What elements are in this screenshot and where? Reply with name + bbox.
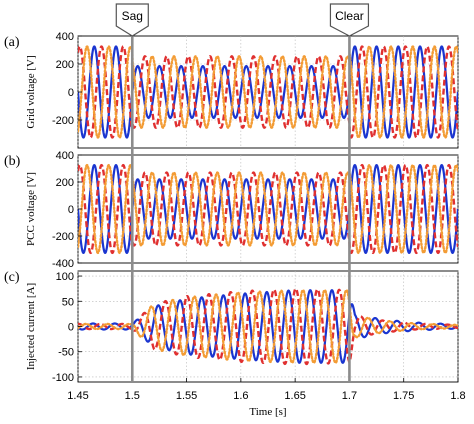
x-tick-label: 1.65: [284, 390, 305, 402]
x-tick-label: 1.55: [176, 390, 197, 402]
marker-clear: Clear: [329, 3, 370, 382]
series-line-1: [78, 289, 458, 364]
marker-label: Clear: [335, 9, 364, 23]
series-line-3: [78, 45, 458, 139]
y-tick-label: 0: [68, 87, 74, 99]
y-tick-label: 100: [56, 271, 74, 283]
marker-sag: Sag: [115, 3, 149, 382]
x-tick-label: 1.75: [393, 390, 414, 402]
y-tick-label: -400: [52, 258, 74, 270]
y-tick-label: -50: [58, 347, 74, 359]
y-tick-label: 0: [68, 322, 74, 334]
y-tick-label: -100: [52, 372, 74, 384]
x-axis-label: Time [s]: [249, 406, 286, 418]
y-tick-label: 50: [62, 296, 74, 308]
series-line-3: [78, 288, 458, 365]
x-tick-label: 1.8: [450, 390, 465, 402]
y-axis-label: Injected current [A]: [25, 283, 37, 370]
series-line-2: [78, 287, 458, 366]
y-tick-label: 400: [56, 31, 74, 43]
panel-3: 100 50 0 -50 -100 Injected current [A] (c) 1.45…: [4, 270, 466, 418]
series-line-3: [78, 163, 458, 255]
y-tick-label: -200: [52, 115, 74, 127]
marker-tag: [329, 3, 370, 37]
panel-label: (c): [4, 270, 20, 285]
x-tick-label: 1.7: [342, 390, 357, 402]
marker-tag: [115, 3, 149, 37]
x-tick-label: 1.6: [233, 390, 248, 402]
y-tick-label: 200: [56, 59, 74, 71]
x-tick-label: 1.5: [125, 390, 140, 402]
panel-1: 400 200 0 -200 Grid voltage [V] (a): [4, 31, 459, 149]
y-axis-label: PCC voltage [V]: [25, 172, 37, 246]
panel-2: 400 200 0 -200 -400 PCC voltage [V] (b): [4, 150, 459, 270]
marker-label: Sag: [122, 9, 143, 23]
y-axis-label: Grid voltage [V]: [25, 55, 37, 128]
x-tick-label: 1.45: [67, 390, 88, 402]
y-tick-label: 0: [68, 204, 74, 216]
y-tick-label: 400: [56, 150, 74, 162]
y-tick-label: -200: [52, 231, 74, 243]
panel-label: (a): [4, 35, 20, 50]
y-tick-label: 200: [56, 177, 74, 189]
panel-label: (b): [4, 154, 21, 169]
